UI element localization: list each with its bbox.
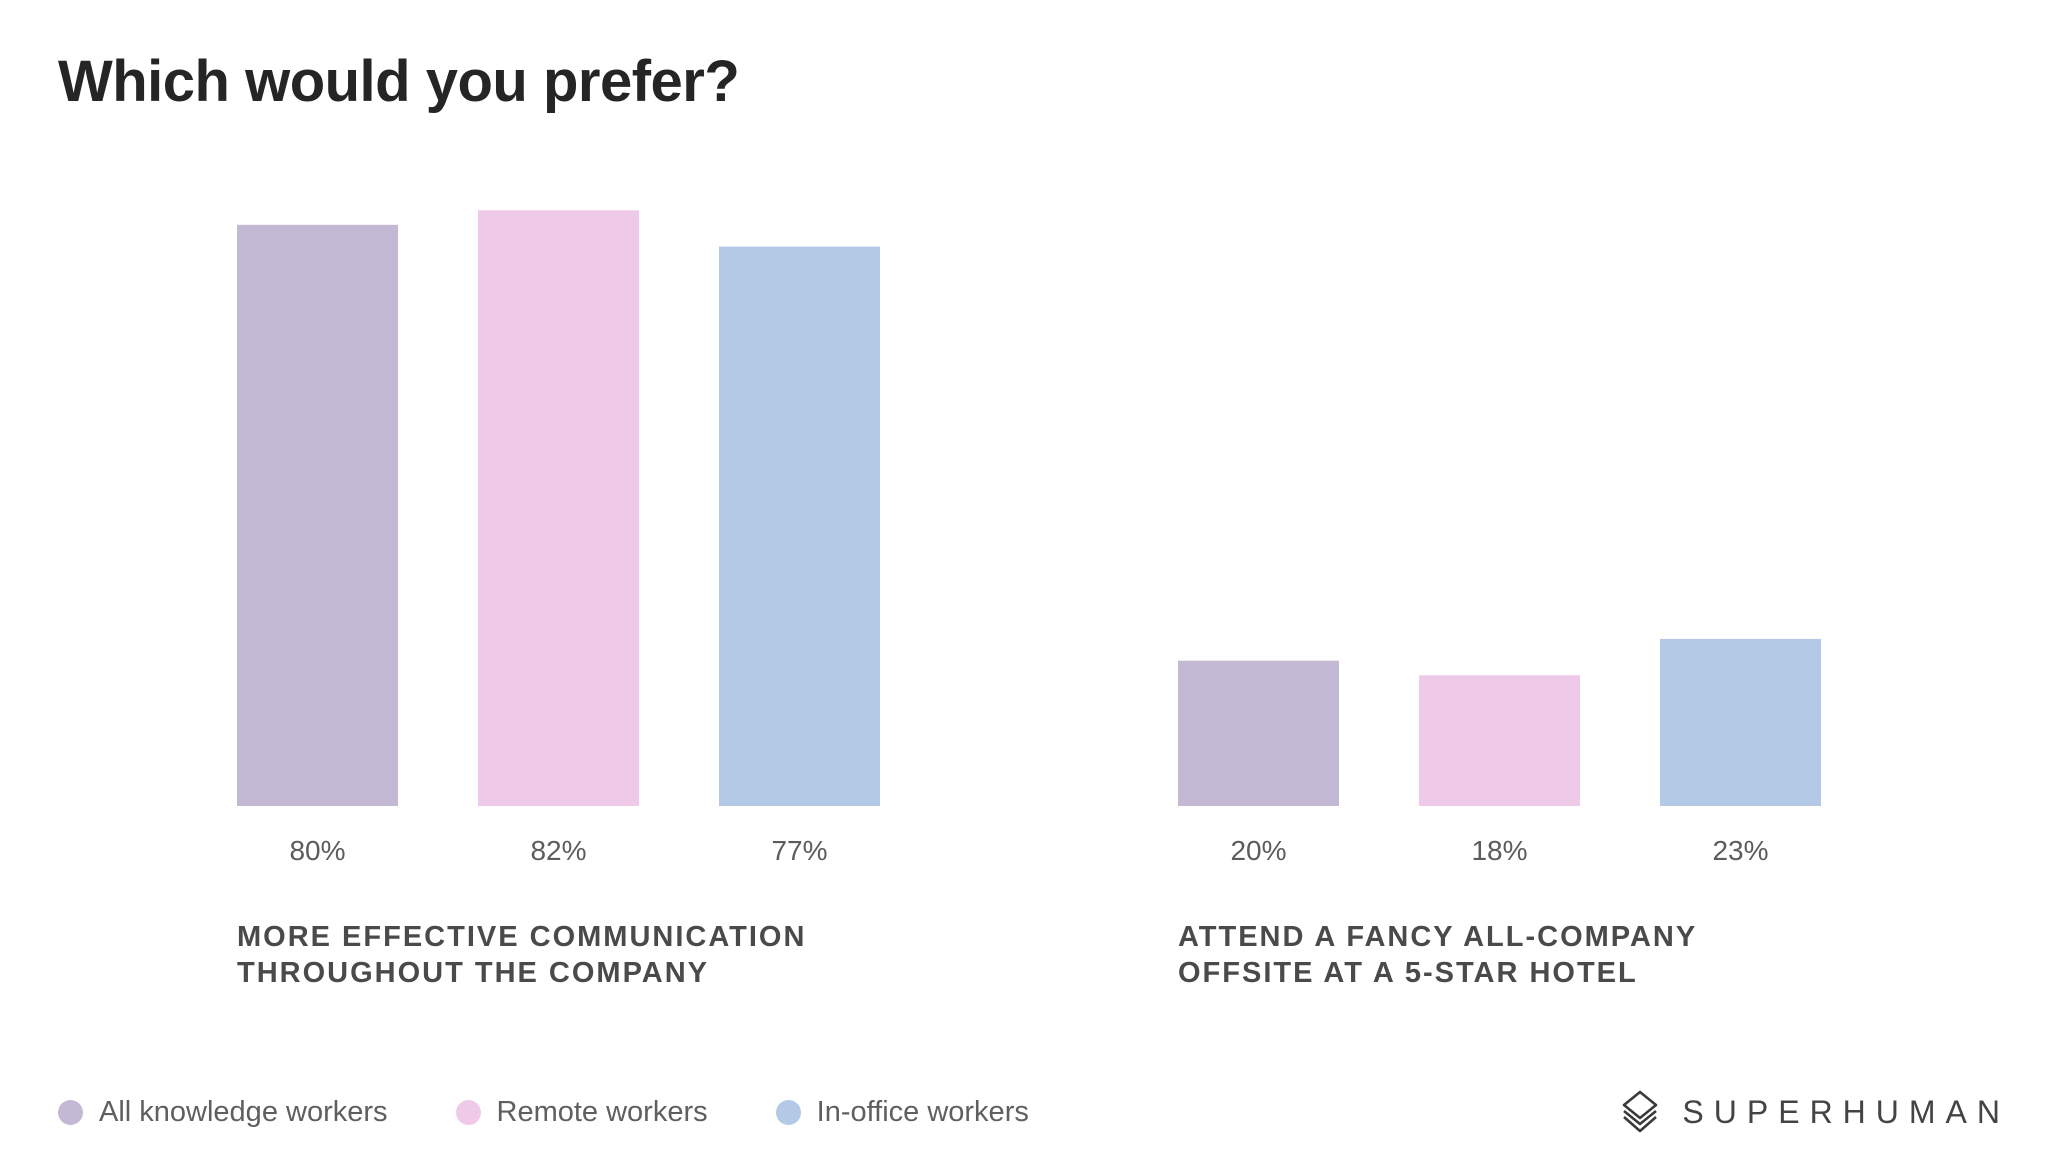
category-label-1-line-2: THROUGHOUT THE COMPANY bbox=[237, 957, 709, 989]
legend-item-in-office-workers: In-office workers bbox=[775, 1095, 1029, 1129]
legend-label-all-knowledge-workers: All knowledge workers bbox=[99, 1095, 388, 1128]
value-label-remote-workers-category-2: 18% bbox=[1471, 835, 1527, 866]
bar-all-knowledge-workers-category-1 bbox=[237, 224, 398, 807]
category-label-2-line-2: OFFSITE AT A 5-STAR HOTEL bbox=[1178, 957, 1638, 989]
chart-title: Which would you prefer? bbox=[58, 49, 740, 114]
legend: All knowledge workers Remote workers In-… bbox=[58, 1092, 1097, 1132]
legend-swatch-all-knowledge-workers bbox=[58, 1099, 83, 1125]
legend-swatch-in-office-workers bbox=[775, 1099, 801, 1125]
legend-label-remote-workers: Remote workers bbox=[496, 1095, 708, 1128]
bar-in-office-workers-category-1 bbox=[719, 246, 880, 807]
legend-swatch-remote-workers bbox=[455, 1099, 481, 1125]
value-label-all-knowledge-workers-category-2: 20% bbox=[1230, 835, 1286, 866]
value-label-in-office-workers-category-1: 77% bbox=[771, 835, 827, 866]
bar-remote-workers-category-2 bbox=[1419, 675, 1580, 806]
bar-chart: 80% 82% 77% MORE EFFECTIVE COMMUNICATION THR… bbox=[237, 210, 1821, 989]
legend-item-remote-workers: Remote workers bbox=[455, 1095, 708, 1129]
brand-name: SUPERHUMAN bbox=[1682, 1093, 2010, 1130]
value-label-in-office-workers-category-2: 23% bbox=[1712, 835, 1768, 866]
bar-in-office-workers-category-2 bbox=[1660, 638, 1821, 806]
bar-remote-workers-category-1 bbox=[478, 210, 639, 806]
category-label-2-line-1: ATTEND A FANCY ALL-COMPANY bbox=[1178, 921, 1697, 953]
value-label-all-knowledge-workers-category-1: 80% bbox=[289, 835, 345, 866]
category-label-1-line-1: MORE EFFECTIVE COMMUNICATION bbox=[237, 921, 806, 953]
bar-all-knowledge-workers-category-2 bbox=[1178, 660, 1339, 806]
legend-label-in-office-workers: In-office workers bbox=[816, 1095, 1029, 1128]
superhuman-logo-icon bbox=[1623, 1090, 1658, 1133]
brand-logo: SUPERHUMAN bbox=[1620, 1088, 2010, 1136]
legend-item-all-knowledge-workers: All knowledge workers bbox=[58, 1096, 388, 1129]
value-label-remote-workers-category-1: 82% bbox=[530, 835, 586, 866]
